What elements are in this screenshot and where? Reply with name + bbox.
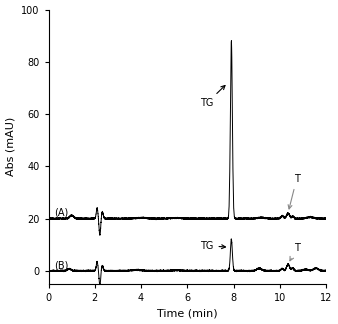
X-axis label: Time (min): Time (min): [157, 308, 218, 318]
Text: (B): (B): [54, 260, 69, 270]
Text: TG: TG: [200, 86, 225, 108]
Text: T: T: [290, 243, 299, 261]
Y-axis label: Abs (mAU): Abs (mAU): [5, 117, 16, 176]
Text: TG: TG: [200, 241, 225, 250]
Text: T: T: [288, 174, 299, 209]
Text: (A): (A): [54, 208, 69, 218]
